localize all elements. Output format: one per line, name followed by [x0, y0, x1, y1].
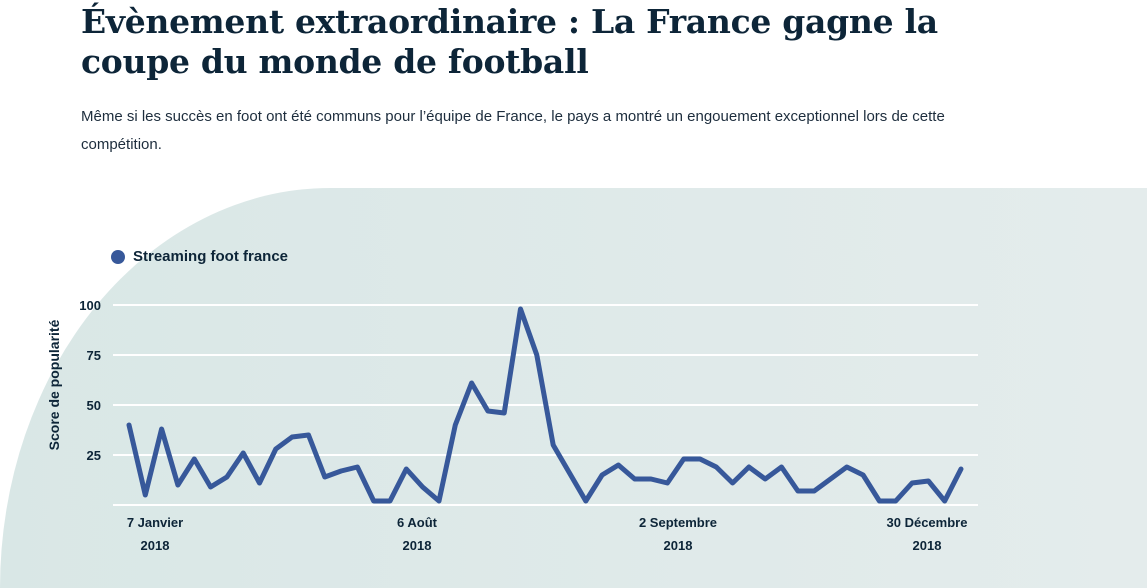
y-tick-label: 75: [87, 348, 101, 363]
y-tick-label: 100: [79, 298, 101, 313]
x-tick-label: 7 Janvier: [127, 515, 183, 530]
y-tick-label: 50: [87, 398, 101, 413]
x-tick-label: 30 Décembre: [887, 515, 968, 530]
legend-label: Streaming foot france: [133, 248, 289, 265]
y-tick-label: 25: [87, 448, 101, 463]
chart-panel: [0, 188, 1147, 588]
page-title: Évènement extraordinaire : La France gag…: [81, 2, 938, 81]
x-tick-year: 2018: [913, 538, 942, 553]
x-tick-label: 6 Août: [397, 515, 438, 530]
chart-legend: Streaming foot france: [111, 248, 288, 265]
x-tick-year: 2018: [141, 538, 170, 553]
x-tick-year: 2018: [664, 538, 693, 553]
y-axis-label: Score de popularité: [46, 319, 62, 450]
x-tick-label: 2 Septembre: [639, 515, 717, 530]
legend-dot-icon: [111, 249, 125, 264]
page-description: Même si les succès en foot ont été commu…: [81, 108, 945, 153]
x-tick-year: 2018: [403, 538, 432, 553]
series-line: [126, 306, 964, 504]
